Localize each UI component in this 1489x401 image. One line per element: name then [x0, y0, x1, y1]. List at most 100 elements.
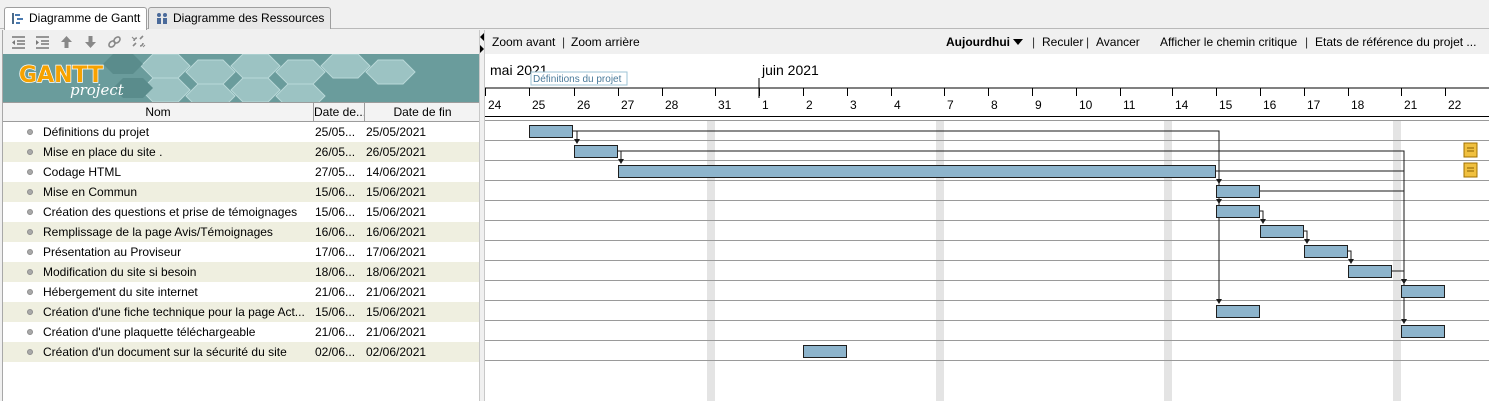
column-header-name[interactable]: Nom	[3, 103, 314, 122]
task-bar[interactable]	[1401, 285, 1445, 298]
task-bar[interactable]	[574, 145, 618, 158]
task-end-cell: 02/06/2021	[366, 345, 427, 359]
task-tree-panel: GANTT project Nom Date de... Date de fin…	[2, 30, 480, 401]
dependency-arrow	[1304, 230, 1308, 240]
table-row[interactable]: Hébergement du site internet 21/06... 21/0…	[3, 282, 480, 302]
task-bar[interactable]	[803, 345, 847, 358]
panel-splitter[interactable]	[479, 30, 485, 401]
task-bar[interactable]	[1401, 325, 1445, 338]
dependency-arrow	[1348, 250, 1352, 260]
resources-icon	[157, 13, 167, 24]
task-bar[interactable]	[1348, 265, 1392, 278]
month-label: juin 2021	[761, 62, 819, 78]
task-name-cell: Remplissage de la page Avis/Témoignages	[43, 225, 273, 239]
task-bullet-icon	[27, 349, 33, 355]
table-row[interactable]: Remplissage de la page Avis/Témoignages 1…	[3, 222, 480, 242]
task-end-cell: 15/06/2021	[366, 185, 427, 199]
day-label: 21	[1404, 98, 1418, 112]
task-bar[interactable]	[1216, 185, 1260, 198]
toolbar-separator: |	[1086, 35, 1090, 49]
task-start-cell: 27/05...	[315, 165, 356, 179]
table-row[interactable]: Mise en place du site . 26/05... 26/05/202…	[3, 142, 480, 162]
zoom-in-button[interactable]: Zoom avant	[492, 35, 556, 49]
indent-icon[interactable]	[34, 34, 51, 50]
table-row[interactable]: Création d'un document sur la sécurité d…	[3, 342, 480, 362]
table-row[interactable]: Modification du site si besoin 18/06... 18…	[3, 262, 480, 282]
task-bullet-icon	[27, 209, 33, 215]
task-bar[interactable]	[529, 125, 573, 138]
chevron-down-icon[interactable]	[1013, 39, 1023, 45]
day-label: 22	[1448, 98, 1462, 112]
unindent-icon[interactable]	[10, 34, 27, 50]
task-bar[interactable]	[618, 165, 1216, 178]
task-bar[interactable]	[1216, 205, 1260, 218]
task-start-cell: 15/06...	[315, 185, 356, 199]
logo-graphic: GANTT project	[3, 54, 480, 102]
day-label: 24	[488, 98, 502, 112]
gantt-icon	[12, 13, 23, 24]
day-label: 8	[991, 98, 998, 112]
dependency-arrowhead	[1304, 239, 1310, 244]
day-label: 3	[850, 98, 857, 112]
task-bar[interactable]	[1304, 245, 1348, 258]
move-up-icon[interactable]	[58, 34, 75, 50]
column-header-end-date[interactable]: Date de fin	[393, 105, 452, 119]
table-row[interactable]: Définitions du projet 25/05... 25/05/2021	[3, 122, 480, 142]
forward-button[interactable]: Avancer	[1096, 35, 1140, 49]
task-start-cell: 16/06...	[315, 225, 356, 239]
note-icon[interactable]	[1463, 142, 1478, 158]
baselines-button[interactable]: Etats de référence du projet ...	[1315, 35, 1477, 49]
task-bar[interactable]	[1260, 225, 1304, 238]
task-start-cell: 17/06...	[315, 245, 356, 259]
day-label: 28	[665, 98, 679, 112]
task-bullet-icon	[27, 249, 33, 255]
task-tooltip	[530, 71, 628, 86]
table-row[interactable]: Création d'une fiche technique pour la p…	[3, 302, 480, 322]
link-icon[interactable]	[106, 34, 123, 50]
logo-text: GANTT	[19, 63, 103, 88]
column-header-start-date[interactable]: Date de...	[314, 103, 365, 122]
unlink-icon[interactable]	[130, 34, 147, 50]
zoom-out-button[interactable]: Zoom arrière	[571, 35, 640, 49]
table-row[interactable]: Présentation au Proviseur 17/06... 17/06/2…	[3, 242, 480, 262]
task-name-cell: Codage HTML	[43, 165, 122, 179]
day-label: 14	[1175, 98, 1189, 112]
today-button[interactable]: Aujourdhui	[946, 35, 1010, 49]
day-label: 11	[1123, 98, 1136, 112]
task-end-cell: 26/05/2021	[366, 145, 427, 159]
critical-path-button[interactable]: Afficher le chemin critique	[1160, 35, 1298, 49]
dependency-arrow	[573, 130, 1220, 300]
table-row[interactable]: Codage HTML 27/05... 14/06/2021	[3, 162, 480, 182]
toolbar-separator: |	[1305, 35, 1309, 49]
task-name-cell: Mise en Commun	[43, 185, 138, 199]
task-tooltip-text: Définitions du projet	[533, 74, 622, 85]
task-start-cell: 15/06...	[315, 305, 356, 319]
task-bar[interactable]	[1216, 305, 1260, 318]
collapse-arrows-icon[interactable]	[479, 30, 485, 60]
table-row[interactable]: Mise en Commun 15/06... 15/06/2021	[3, 182, 480, 202]
task-toolbar	[3, 30, 480, 54]
move-down-icon[interactable]	[82, 34, 99, 50]
table-row[interactable]: Création d'une plaquette téléchargeable 2…	[3, 322, 480, 342]
day-label: 31	[718, 98, 732, 112]
task-name-cell: Hébergement du site internet	[43, 285, 198, 299]
task-name-cell: Création d'un document sur la sécurité d…	[43, 345, 287, 359]
dependency-arrow	[1260, 210, 1264, 220]
gantt-chart-panel: Zoom avant | Zoom arrière Aujourdhui | R…	[485, 30, 1489, 401]
task-end-cell: 25/05/2021	[366, 125, 427, 139]
tab-gantt-chart[interactable]: Diagramme de Gantt	[4, 7, 148, 30]
task-name-cell: Création des questions et prise de témoi…	[43, 205, 298, 219]
day-label: 26	[577, 98, 591, 112]
task-name-cell: Définitions du projet	[43, 125, 150, 139]
table-row[interactable]: Création des questions et prise de témoi…	[3, 202, 480, 222]
task-end-cell: 21/06/2021	[366, 285, 427, 299]
dependency-arrowhead	[1401, 319, 1407, 324]
tab-resources-chart[interactable]: Diagramme des Ressources	[148, 7, 332, 29]
task-start-cell: 25/05...	[315, 125, 356, 139]
back-button[interactable]: Reculer	[1042, 35, 1084, 49]
dependency-arrowhead	[618, 159, 624, 164]
note-icon[interactable]	[1463, 162, 1478, 178]
task-bullet-icon	[27, 169, 33, 175]
day-label: 18	[1351, 98, 1365, 112]
